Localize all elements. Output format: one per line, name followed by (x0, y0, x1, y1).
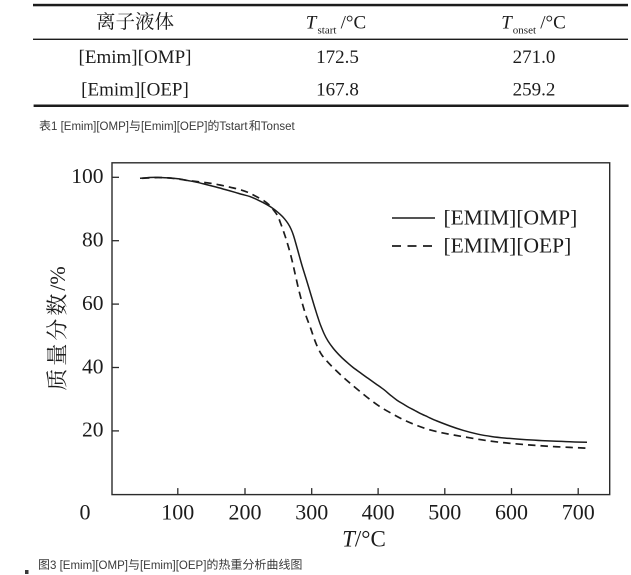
svg-text:172.5: 172.5 (316, 47, 359, 68)
svg-text:[Emim][OEP]: [Emim][OEP] (81, 80, 189, 101)
svg-text:/%: /% (45, 266, 70, 290)
svg-text:/°C: /°C (341, 12, 367, 33)
svg-text:/°C: /°C (540, 12, 566, 33)
svg-text:271.0: 271.0 (513, 47, 556, 68)
svg-text:300: 300 (295, 499, 328, 524)
svg-text:onset: onset (513, 24, 536, 36)
svg-text:100: 100 (161, 499, 194, 524)
svg-text:T/°C: T/°C (342, 527, 386, 552)
svg-text:[Emim][OEP]: [Emim][OEP] (140, 560, 206, 572)
svg-text:167.8: 167.8 (316, 80, 359, 101)
svg-text:80: 80 (82, 228, 104, 252)
svg-text:600: 600 (495, 499, 528, 524)
svg-text:100: 100 (71, 164, 103, 188)
svg-text:40: 40 (82, 354, 104, 378)
svg-text:[Emim][OEP]: [Emim][OEP] (141, 121, 207, 133)
svg-text:20: 20 (82, 418, 104, 442)
svg-text:start: start (318, 24, 337, 36)
svg-text:0: 0 (80, 499, 91, 524)
svg-text:T: T (501, 12, 513, 33)
svg-text:[EMIM][OMP]: [EMIM][OMP] (444, 206, 578, 230)
svg-text:60: 60 (82, 291, 104, 315)
svg-text:[EMIM][OEP]: [EMIM][OEP] (444, 234, 572, 258)
svg-text:400: 400 (362, 499, 395, 524)
svg-text:259.2: 259.2 (513, 80, 556, 101)
svg-text:500: 500 (428, 499, 461, 524)
svg-text:700: 700 (562, 499, 595, 524)
svg-text:1 [Emim][OMP]: 1 [Emim][OMP] (51, 121, 129, 133)
svg-text:200: 200 (229, 499, 262, 524)
svg-text:T: T (306, 12, 318, 33)
svg-text:Tstart: Tstart (219, 121, 248, 133)
svg-text:[Emim][OMP]: [Emim][OMP] (79, 47, 192, 68)
svg-text:Tonset: Tonset (261, 121, 296, 133)
svg-text:3 [Emim][OMP]: 3 [Emim][OMP] (50, 560, 128, 572)
